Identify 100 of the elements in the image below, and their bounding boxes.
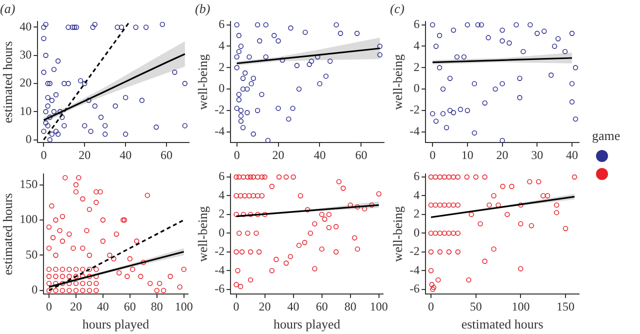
point: [296, 86, 302, 92]
point: [486, 35, 491, 40]
point: [520, 48, 526, 54]
point: [562, 226, 568, 232]
x-tick-label: 40: [96, 299, 109, 314]
y-axis-title: well-being: [390, 206, 406, 262]
point: [500, 138, 505, 143]
point: [455, 202, 460, 208]
point: [446, 230, 452, 236]
x-tick-label: 100: [174, 299, 193, 314]
y-tick-label: -4: [214, 262, 225, 277]
x-axis-title: hours played: [82, 316, 150, 332]
point: [102, 132, 108, 137]
point: [294, 62, 300, 68]
x-tick-label: 20: [496, 148, 508, 162]
point: [569, 99, 575, 105]
point: [536, 179, 542, 184]
y-tick-label: 30: [20, 48, 32, 62]
point: [45, 94, 50, 100]
x-tick-label: 50: [470, 299, 482, 314]
x-tick-label: 20: [272, 148, 284, 162]
point: [41, 128, 46, 134]
point: [182, 123, 188, 128]
point: [454, 54, 460, 60]
chart-title: (c): [390, 1, 404, 16]
point: [49, 98, 55, 103]
point: [455, 249, 460, 254]
point: [246, 54, 252, 60]
x-tick-label: 40: [566, 148, 578, 162]
point: [555, 36, 561, 42]
point: [172, 70, 178, 75]
point: [450, 174, 456, 180]
point: [49, 132, 55, 137]
point: [43, 22, 48, 28]
x-tick-label: 10: [461, 148, 474, 162]
point: [47, 114, 52, 120]
point: [500, 81, 505, 86]
point: [276, 38, 281, 44]
point: [240, 86, 246, 92]
point: [248, 81, 254, 86]
point: [139, 98, 145, 103]
y-tick-label: 4: [414, 188, 420, 202]
point: [328, 58, 333, 64]
y-tick-label: 4: [414, 38, 420, 52]
x-tick-label: 0: [233, 299, 240, 314]
point: [259, 92, 264, 98]
point: [461, 54, 467, 60]
point: [491, 193, 496, 198]
point: [302, 30, 308, 35]
y-tick-label: 4: [218, 38, 225, 52]
point: [506, 40, 512, 46]
point: [82, 80, 88, 86]
point: [455, 230, 460, 236]
point: [514, 22, 519, 28]
point: [500, 28, 505, 33]
point: [436, 32, 442, 38]
point: [545, 193, 550, 198]
point: [276, 106, 281, 111]
point: [133, 24, 138, 30]
point: [317, 81, 322, 86]
point: [446, 174, 452, 180]
point: [118, 24, 124, 30]
point: [562, 48, 568, 54]
chart-title: (b): [195, 1, 210, 16]
point: [51, 66, 57, 72]
point: [238, 108, 244, 114]
point: [528, 22, 533, 28]
point: [450, 230, 456, 236]
x-tick-label: 100: [512, 299, 530, 314]
point: [74, 24, 80, 30]
point: [242, 70, 248, 76]
point: [437, 230, 443, 236]
x-tick-label: 0: [428, 299, 434, 314]
y-axis-title: estimated hours: [0, 41, 16, 124]
point: [527, 179, 532, 184]
point: [442, 174, 448, 180]
point: [552, 44, 558, 49]
point: [572, 174, 578, 180]
point: [500, 184, 506, 189]
point: [458, 106, 464, 112]
x-tick-label: 30: [531, 148, 544, 162]
point: [518, 202, 524, 208]
point: [517, 95, 522, 100]
point: [450, 202, 456, 208]
point: [428, 174, 434, 180]
point: [475, 22, 480, 28]
x-tick-label: 60: [124, 299, 136, 314]
point: [254, 108, 260, 114]
point: [66, 80, 71, 86]
point: [517, 76, 522, 81]
point: [518, 221, 524, 226]
x-tick-label: 60: [355, 148, 368, 162]
point: [122, 132, 128, 137]
point: [428, 268, 434, 274]
point: [377, 44, 382, 49]
x-tick-label: 40: [287, 299, 300, 314]
point: [234, 106, 240, 111]
point: [437, 174, 443, 180]
y-tick-label: 0: [414, 225, 420, 240]
point: [238, 44, 244, 49]
